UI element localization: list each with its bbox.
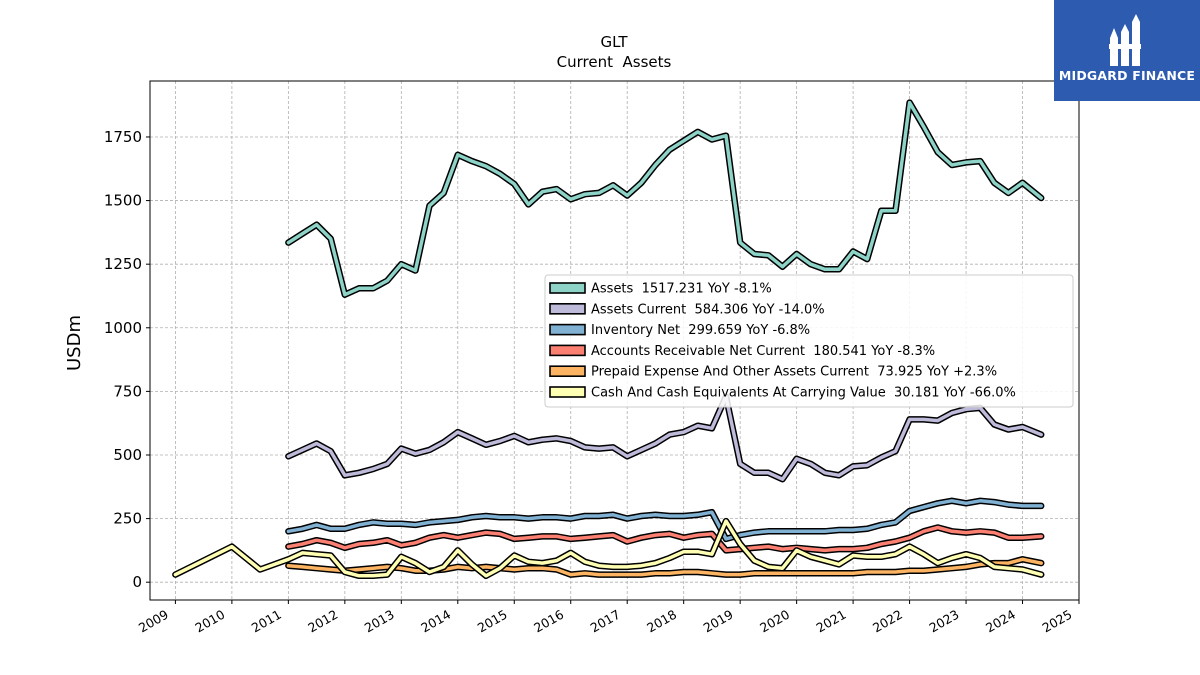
legend-swatch-cash-and-cash-equivalents-at-carrying-value — [549, 386, 586, 398]
series-line-cash-and-cash-equivalents-at-carrying-value — [173, 519, 1043, 578]
x-tick-label: 2018 — [644, 607, 679, 636]
legend-label-accounts-receivable-net-current: Accounts Receivable Net Current 180.541 … — [591, 344, 935, 359]
legend-label-inventory-net: Inventory Net 299.659 YoY -6.8% — [591, 323, 810, 338]
y-tick-label: 250 — [113, 510, 142, 528]
legend-box — [544, 274, 1074, 408]
series-line-inventory-net — [286, 499, 1043, 541]
x-tick-label: 2009 — [136, 607, 171, 636]
x-tick-label: 2022 — [870, 607, 905, 636]
x-axis: 2009 2010 2011 2012 2013 2014 2015 2016 2017 2018… — [136, 600, 1080, 636]
x-tick-label: 2019 — [701, 607, 736, 636]
x-tick-label: 2011 — [249, 607, 284, 636]
x-tick-label: 2013 — [362, 607, 397, 636]
legend-swatch-inventory-net — [549, 323, 586, 336]
x-tick-label: 2014 — [418, 607, 453, 636]
chart-title: GLT — [600, 33, 628, 51]
y-tick-label: 750 — [113, 382, 142, 400]
y-axis: 0 250 500 750 1000 1250 1500 1750 — [104, 128, 150, 591]
legend-swatch-prepaid-expense-and-other-assets-current — [549, 365, 586, 378]
x-tick-label: 2025 — [1039, 607, 1074, 636]
legend-swatch-accounts-receivable-net-current — [549, 344, 586, 357]
series-line-prepaid-expense-and-other-assets-current — [286, 557, 1043, 577]
series-line-accounts-receivable-net-current — [286, 525, 1043, 553]
x-tick-label: 2015 — [475, 607, 510, 636]
y-axis-label: USDm — [64, 315, 85, 371]
legend-label-prepaid-expense-and-other-assets-current: Prepaid Expense And Other Assets Current… — [591, 365, 997, 380]
x-tick-label: 2016 — [531, 607, 566, 636]
brand-name: MIDGARD FINANCE — [1058, 68, 1196, 83]
brand-mark-icon — [1109, 14, 1141, 66]
legend: Assets 1517.231 YoY -8.1% Assets Current … — [544, 274, 1074, 408]
series-line-assets-current — [286, 394, 1043, 481]
legend-label-assets: Assets 1517.231 YoY -8.1% — [591, 282, 772, 297]
plot-frame — [149, 80, 1080, 601]
y-tick-label: 1500 — [104, 192, 142, 210]
legend-swatch-assets-current — [549, 302, 586, 315]
y-tick-label: 500 — [113, 446, 142, 464]
legend-label-assets-current: Assets Current 584.306 YoY -14.0% — [591, 302, 825, 317]
x-tick-label: 2023 — [927, 607, 962, 636]
x-tick-label: 2020 — [757, 607, 792, 636]
x-tick-label: 2021 — [814, 607, 849, 636]
series-lines — [172, 99, 1045, 580]
x-tick-label: 2017 — [588, 607, 623, 636]
y-tick-label: 1750 — [104, 128, 142, 146]
y-tick-label: 1000 — [104, 319, 142, 337]
y-tick-label: 0 — [132, 573, 142, 591]
brand-logo: MIDGARD FINANCE — [1054, 0, 1200, 101]
x-tick-label: 2024 — [983, 607, 1018, 636]
legend-swatch-assets — [549, 282, 586, 294]
x-tick-label: 2010 — [192, 607, 227, 636]
legend-label-cash-and-cash-equivalents-at-carrying-value: Cash And Cash Equivalents At Carrying Va… — [591, 386, 1016, 401]
y-tick-label: 1250 — [104, 255, 142, 273]
x-tick-label: 2012 — [305, 607, 340, 636]
chart-subtitle: Current Assets — [557, 53, 672, 71]
series-line-assets — [286, 100, 1043, 297]
